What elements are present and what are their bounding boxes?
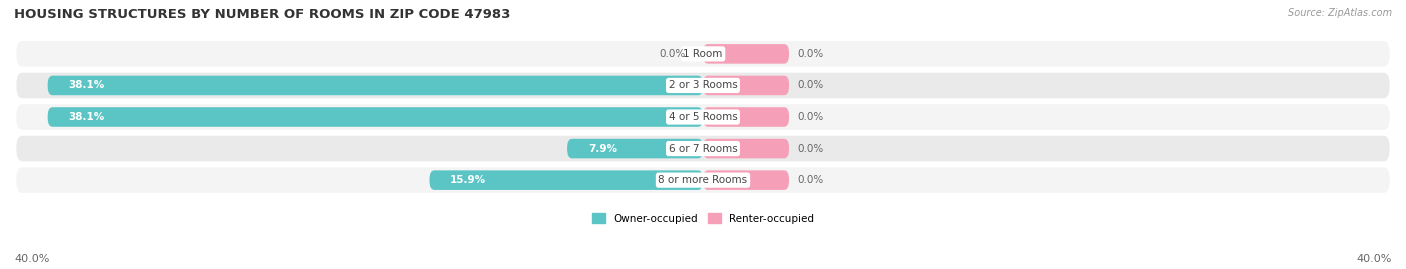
FancyBboxPatch shape xyxy=(703,44,789,64)
Text: 38.1%: 38.1% xyxy=(69,112,104,122)
Text: 40.0%: 40.0% xyxy=(1357,254,1392,264)
Text: 4 or 5 Rooms: 4 or 5 Rooms xyxy=(669,112,737,122)
FancyBboxPatch shape xyxy=(15,40,1391,68)
FancyBboxPatch shape xyxy=(48,107,703,127)
FancyBboxPatch shape xyxy=(703,170,789,190)
Text: 15.9%: 15.9% xyxy=(450,175,486,185)
Text: 0.0%: 0.0% xyxy=(797,175,824,185)
FancyBboxPatch shape xyxy=(429,170,703,190)
Text: 0.0%: 0.0% xyxy=(797,80,824,90)
FancyBboxPatch shape xyxy=(567,139,703,158)
FancyBboxPatch shape xyxy=(48,76,703,95)
Text: 2 or 3 Rooms: 2 or 3 Rooms xyxy=(669,80,737,90)
Text: 8 or more Rooms: 8 or more Rooms xyxy=(658,175,748,185)
Text: 7.9%: 7.9% xyxy=(588,144,617,154)
Text: 40.0%: 40.0% xyxy=(14,254,49,264)
Text: Source: ZipAtlas.com: Source: ZipAtlas.com xyxy=(1288,8,1392,18)
Text: 0.0%: 0.0% xyxy=(797,112,824,122)
Text: 0.0%: 0.0% xyxy=(797,144,824,154)
FancyBboxPatch shape xyxy=(703,107,789,127)
FancyBboxPatch shape xyxy=(15,103,1391,131)
Legend: Owner-occupied, Renter-occupied: Owner-occupied, Renter-occupied xyxy=(588,209,818,228)
FancyBboxPatch shape xyxy=(15,134,1391,163)
Text: 38.1%: 38.1% xyxy=(69,80,104,90)
Text: 0.0%: 0.0% xyxy=(659,49,686,59)
FancyBboxPatch shape xyxy=(15,166,1391,194)
FancyBboxPatch shape xyxy=(703,139,789,158)
FancyBboxPatch shape xyxy=(15,71,1391,100)
Text: HOUSING STRUCTURES BY NUMBER OF ROOMS IN ZIP CODE 47983: HOUSING STRUCTURES BY NUMBER OF ROOMS IN… xyxy=(14,8,510,21)
Text: 1 Room: 1 Room xyxy=(683,49,723,59)
Text: 6 or 7 Rooms: 6 or 7 Rooms xyxy=(669,144,737,154)
Text: 0.0%: 0.0% xyxy=(797,49,824,59)
FancyBboxPatch shape xyxy=(703,76,789,95)
